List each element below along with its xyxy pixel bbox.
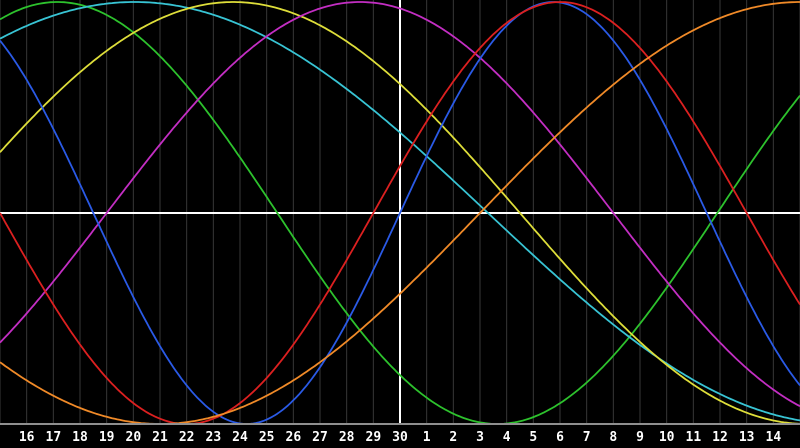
curve-awareness: [0, 1, 800, 425]
x-axis-label-29: 29: [366, 430, 382, 445]
x-axis-label-5: 5: [529, 430, 537, 445]
x-axis-label-21: 21: [152, 430, 168, 445]
x-axis-label-8: 8: [609, 430, 617, 445]
x-axis-label-9: 9: [636, 430, 644, 445]
curve-aesthetic: [0, 1, 800, 425]
x-axis-label-7: 7: [583, 430, 591, 445]
x-axis-label-22: 22: [179, 430, 195, 445]
x-axis-label-16: 16: [19, 430, 35, 445]
x-axis-label-28: 28: [339, 430, 355, 445]
x-axis-label-23: 23: [206, 430, 222, 445]
x-axis-label-26: 26: [286, 430, 302, 445]
x-axis-label-25: 25: [259, 430, 275, 445]
curve-emotional: [0, 1, 800, 425]
curve-spiritual: [0, 1, 800, 422]
x-axis-label-12: 12: [712, 430, 728, 445]
x-axis-label-1: 1: [423, 430, 431, 445]
curve-intuition: [0, 1, 800, 407]
x-axis-label-11: 11: [686, 430, 702, 445]
x-axis-label-4: 4: [503, 430, 511, 445]
x-axis-label-13: 13: [739, 430, 755, 445]
x-axis-label-14: 14: [766, 430, 782, 445]
x-axis-label-27: 27: [312, 430, 328, 445]
x-axis-label-10: 10: [659, 430, 675, 445]
curve-physical: [0, 1, 800, 425]
x-axis-label-30: 30: [392, 430, 408, 445]
x-axis-label-2: 2: [449, 430, 457, 445]
x-axis-label-17: 17: [46, 430, 62, 445]
x-axis-label-20: 20: [126, 430, 142, 445]
x-axis-label-18: 18: [72, 430, 88, 445]
x-axis-label-3: 3: [476, 430, 484, 445]
x-axis-label-19: 19: [99, 430, 115, 445]
x-axis-label-24: 24: [232, 430, 248, 445]
x-axis-label-6: 6: [556, 430, 564, 445]
